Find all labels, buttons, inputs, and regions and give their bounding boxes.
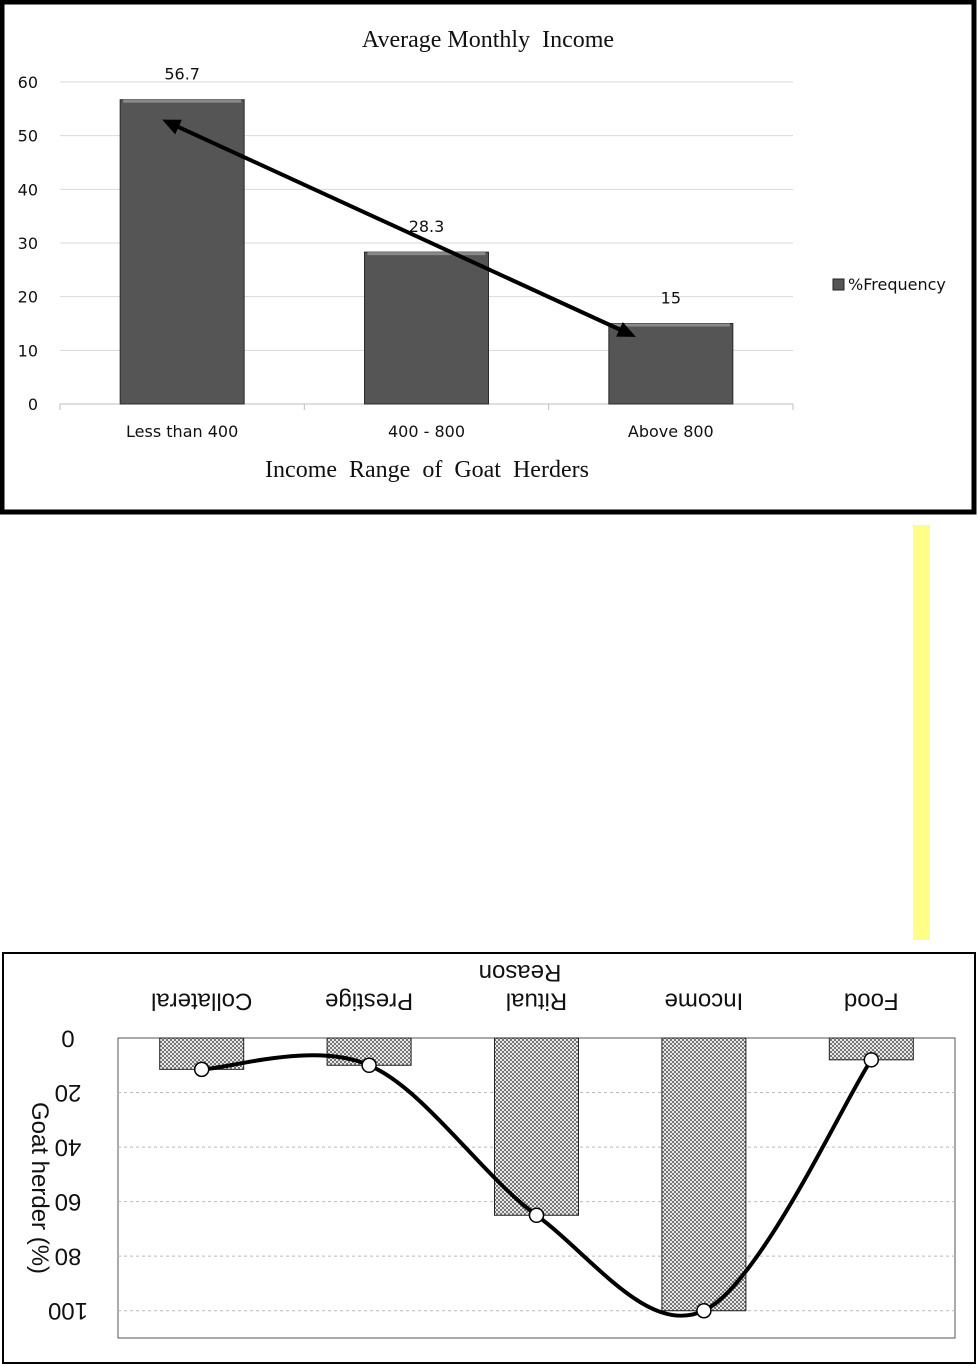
y-tick-label: 80 <box>55 1243 82 1270</box>
y-tick-label: 0 <box>28 395 38 414</box>
bar <box>364 251 489 405</box>
y-tick-label: 40 <box>55 1134 82 1161</box>
legend-swatch <box>832 278 845 291</box>
bar-highlight <box>611 323 730 327</box>
x-tick-label: Prestige <box>325 988 413 1015</box>
x-axis-title: Income Range of Goat Herders <box>265 457 589 483</box>
reason-chart: 0 20 40 60 80 100 Food Income Ritual Prestige Col… <box>2 952 976 1364</box>
highlight-strip <box>913 525 930 940</box>
y-tick-label: 40 <box>18 180 38 199</box>
y-tick-label: 20 <box>55 1079 82 1106</box>
x-axis-title: Reason <box>479 959 562 986</box>
data-label: 56.7 <box>164 65 200 84</box>
x-tick-label: Above 800 <box>628 422 714 441</box>
y-tick-label: 60 <box>18 73 38 92</box>
arrow-head <box>162 119 182 135</box>
bar-highlight <box>367 252 486 256</box>
y-tick-label: 50 <box>18 127 38 146</box>
data-label: 15 <box>661 289 681 308</box>
arrow-head <box>616 322 636 337</box>
y-tick-label: 30 <box>18 234 38 253</box>
bar-highlight <box>123 99 242 103</box>
x-tick-label: 400 - 800 <box>388 422 465 441</box>
x-tick-label: Less than 400 <box>126 422 238 441</box>
bar <box>661 1037 747 1312</box>
bar <box>494 1037 579 1216</box>
data-point <box>528 1207 545 1224</box>
y-axis-title: Goat herder (%) <box>26 1102 53 1274</box>
bar <box>119 99 245 405</box>
data-point <box>696 1302 712 1319</box>
legend-label: %Frequency <box>848 275 946 294</box>
y-tick-label: 20 <box>18 288 38 307</box>
bar <box>608 323 734 405</box>
y-tick-label: 10 <box>18 341 38 360</box>
data-point <box>361 1057 377 1074</box>
x-tick-label: Food <box>844 988 899 1015</box>
data-label: 28.3 <box>409 217 445 236</box>
y-tick-label: 0 <box>61 1025 74 1052</box>
chart-frame <box>2 952 976 1364</box>
data-point <box>863 1052 880 1068</box>
x-tick-label: Ritual <box>506 988 567 1015</box>
y-tick-label: 60 <box>55 1188 82 1215</box>
series-line <box>201 1053 873 1318</box>
y-tick-label: 100 <box>48 1297 88 1324</box>
data-point <box>193 1061 210 1078</box>
chart-title: Average Monthly Income <box>362 27 614 53</box>
trend-arrow <box>170 121 628 335</box>
income-chart: Average Monthly Income 0 10 20 30 40 50 60 56.… <box>0 0 977 515</box>
legend: %Frequency <box>832 275 946 294</box>
x-tick-label: Collateral <box>151 988 252 1015</box>
x-tick-label: Income <box>665 988 744 1015</box>
